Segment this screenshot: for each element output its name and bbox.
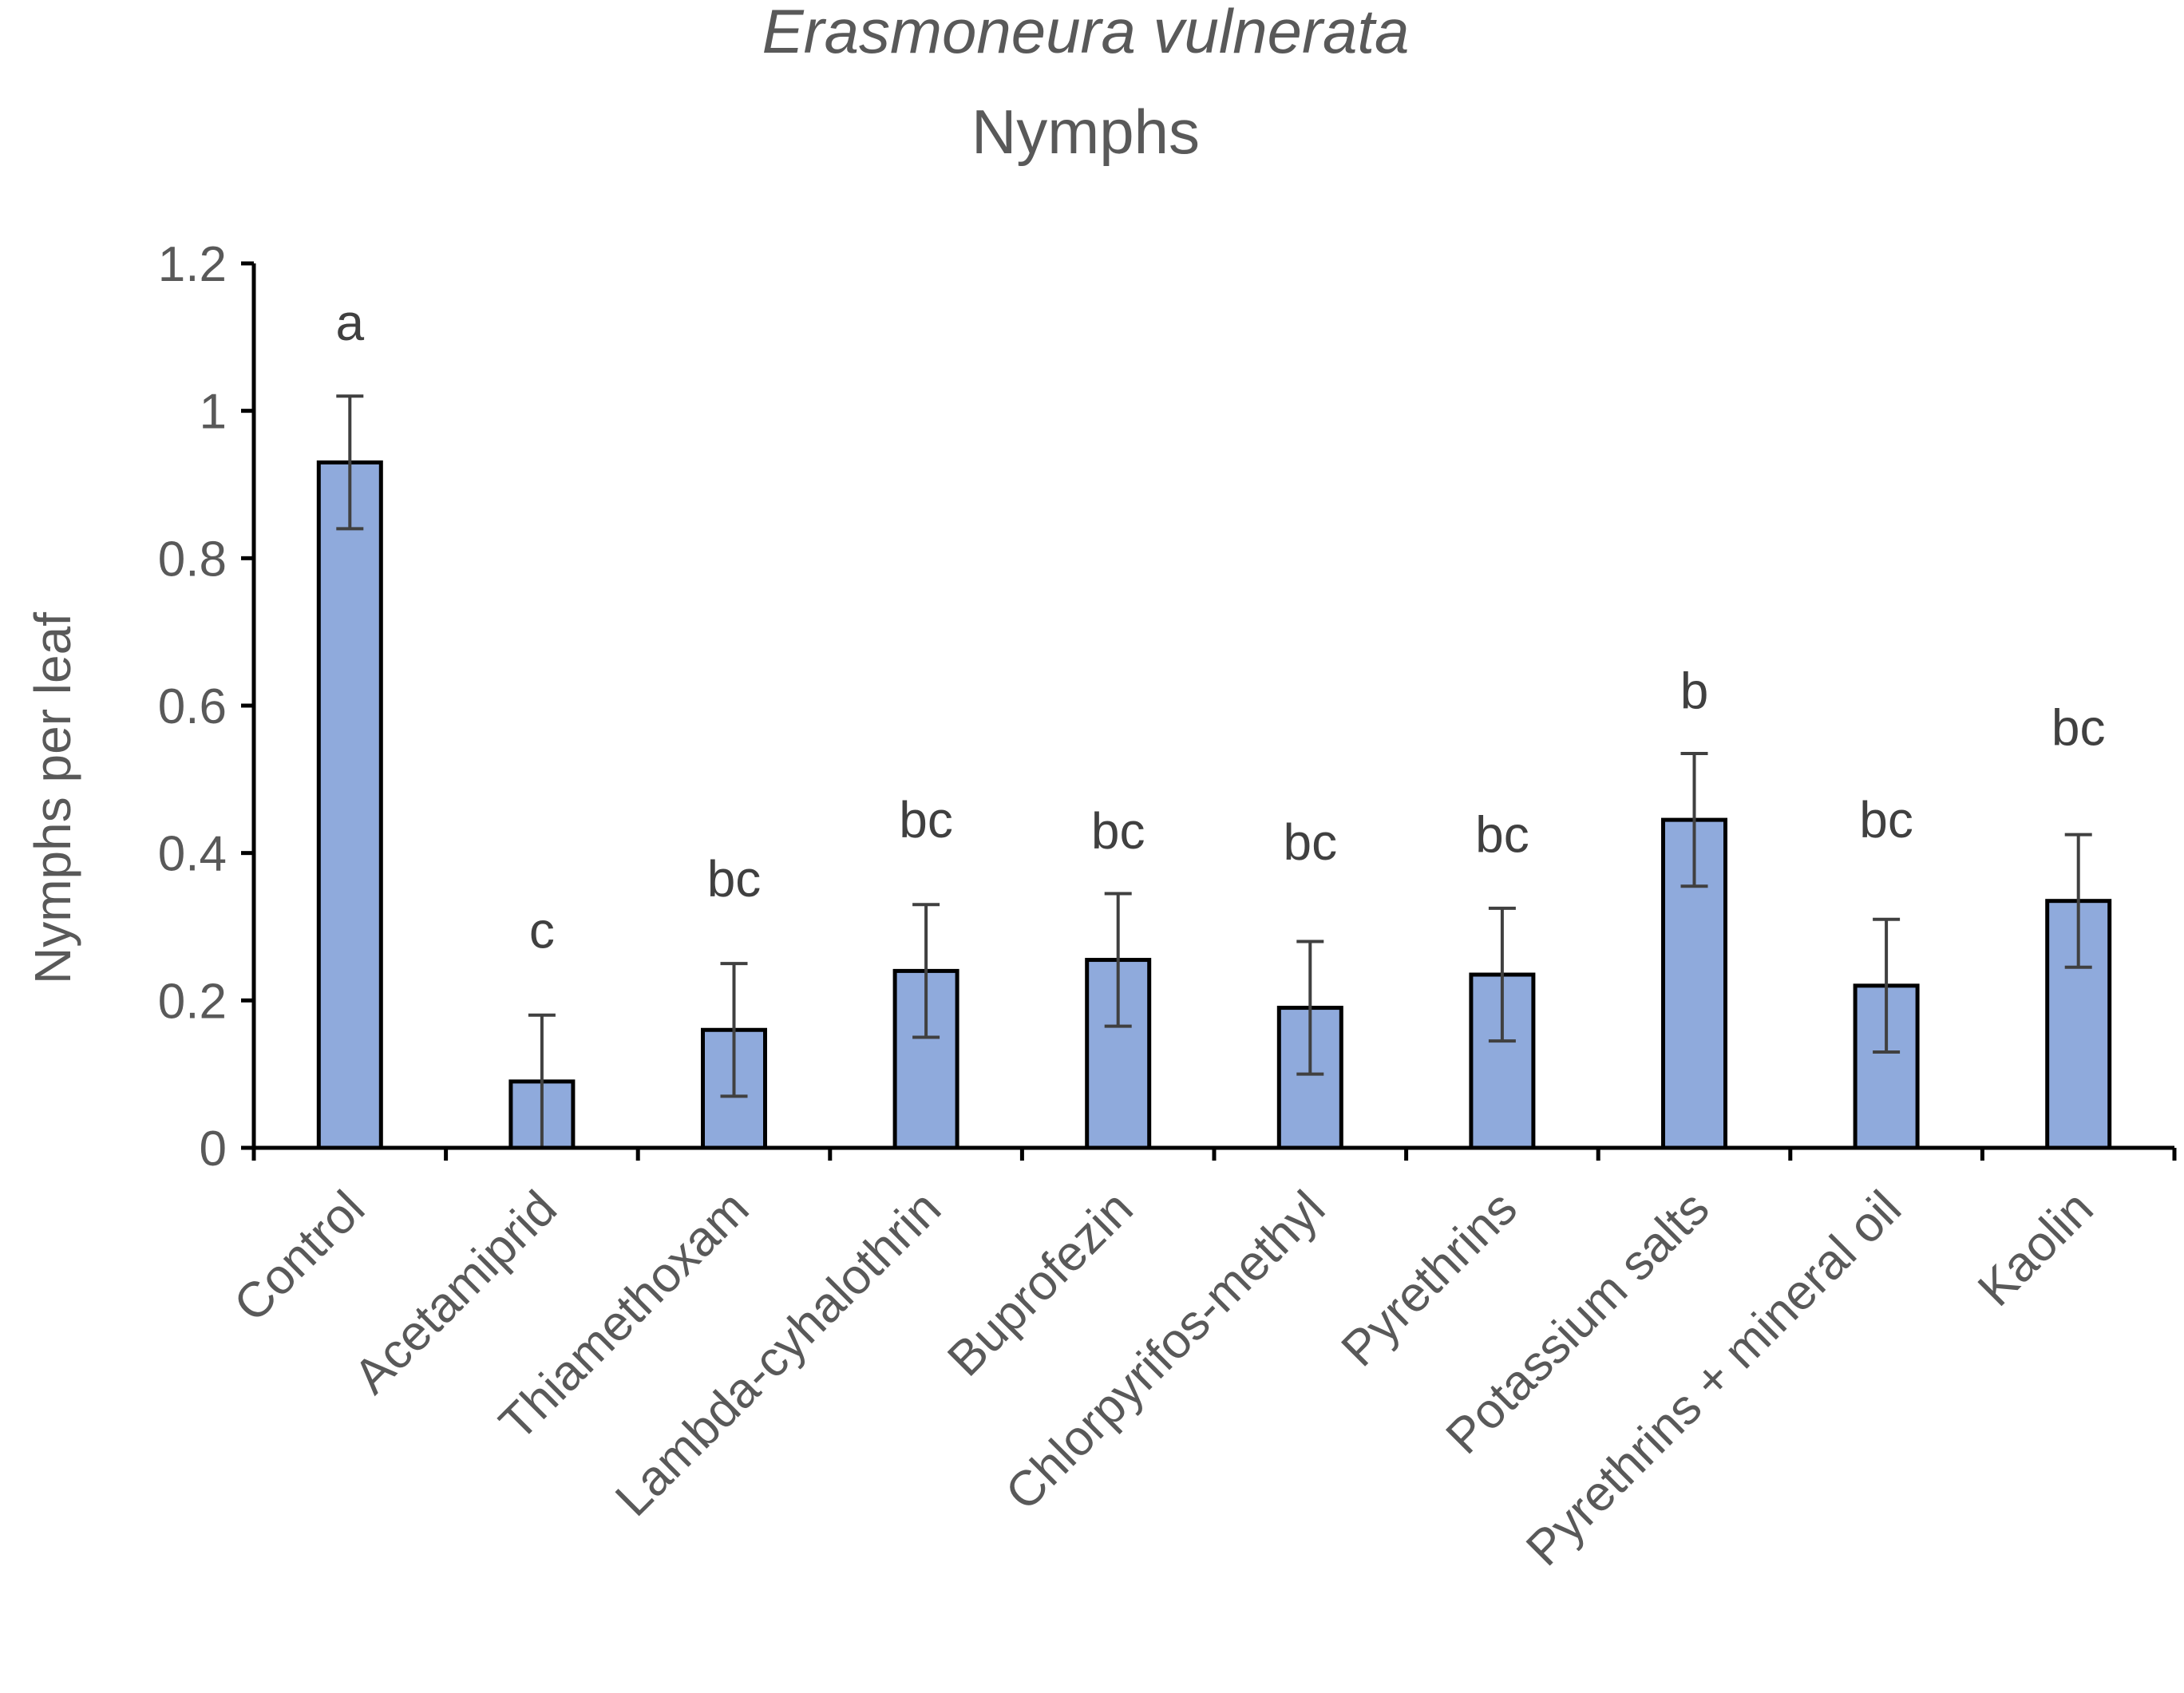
x-tick-label-0: Control [224,1181,375,1332]
y-tick-label-0: 0 [200,1121,227,1177]
plot-area: a c bc bc bc bc bc b bc bc 0 0.2 0.4 0.6 0.8 1 1.2 Contro… [158,237,2177,1576]
x-tick-label-5: Chlorpyrifos-methyl [995,1181,1335,1521]
significance-letter-5: bc [1284,813,1338,871]
x-tick-label-9: Kaolin [1968,1181,2104,1317]
bar-0 [316,460,383,1150]
significance-letter-8: bc [1859,791,1913,848]
chart-title: Erasmoneura vulnerata [762,0,1410,66]
chart-subtitle: Nymphs [971,97,1200,167]
y-tick-label-6: 1.2 [158,237,227,292]
y-tick-label-5: 1 [200,385,227,440]
x-tick-label-8: Pyrethrins + mineral oil [1516,1181,1912,1576]
significance-letter-6: bc [1475,806,1529,864]
x-tick-label-4: Buprofezin [937,1181,1143,1386]
y-tick-label-3: 0.6 [158,679,227,734]
significance-letter-7: b [1680,663,1709,720]
significance-letter-2: bc [707,850,762,908]
y-tick-label-2: 0.4 [158,827,227,882]
significance-letter-4: bc [1091,802,1145,860]
significance-letter-1: c [529,902,555,959]
significance-letter-0: a [336,294,365,351]
x-tick-label-6: Pyrethrins [1331,1181,1528,1377]
significance-letter-3: bc [899,791,953,848]
y-tick-label-1: 0.2 [158,974,227,1029]
y-axis-title: Nymphs per leaf [24,612,81,984]
significance-letter-9: bc [2051,699,2106,757]
y-tick-label-4: 0.8 [158,532,227,587]
x-tick-label-3: Lambda-cyhalothrin [605,1181,952,1527]
